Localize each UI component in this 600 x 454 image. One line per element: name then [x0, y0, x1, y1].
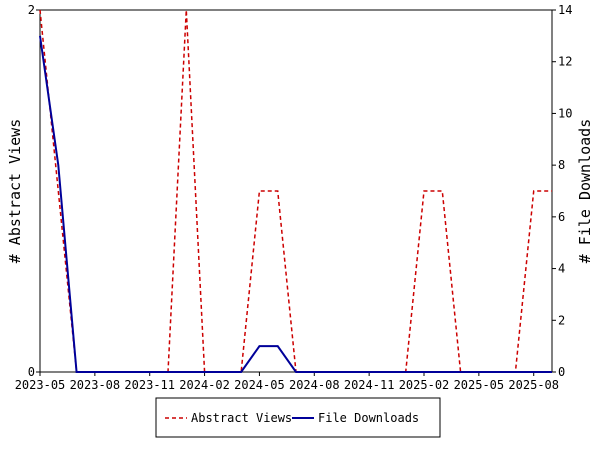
- series-line: [39, 35, 552, 373]
- legend-label: Abstract Views: [191, 411, 292, 425]
- x-tick-label: 2024-11: [344, 378, 395, 392]
- y2-tick-label: 8: [558, 158, 565, 172]
- y2-tick-label: 6: [558, 210, 565, 224]
- x-tick-label: 2024-08: [289, 378, 340, 392]
- y2-axis-label: # File Downloads: [576, 119, 594, 264]
- y2-tick-label: 2: [558, 313, 565, 327]
- y2-tick-label: 4: [558, 262, 565, 276]
- y2-tick-label: 12: [558, 55, 572, 69]
- y2-tick-label: 0: [558, 365, 565, 379]
- plot-frame: [39, 9, 553, 373]
- x-tick-label: 2023-05: [15, 378, 66, 392]
- y2-tick-label: 14: [558, 3, 572, 17]
- legend-label: File Downloads: [318, 411, 419, 425]
- y2-tick-label: 10: [558, 106, 572, 120]
- y-tick-label: 2: [28, 3, 35, 17]
- x-tick-label: 2025-08: [508, 378, 559, 392]
- x-tick-label: 2023-08: [70, 378, 121, 392]
- series-line: [39, 9, 552, 373]
- x-tick-label: 2024-05: [234, 378, 285, 392]
- x-tick-label: 2025-02: [399, 378, 450, 392]
- x-tick-label: 2024-02: [179, 378, 230, 392]
- x-tick-label: 2023-11: [124, 378, 175, 392]
- y-tick-label: 0: [28, 365, 35, 379]
- x-tick-label: 2025-05: [454, 378, 505, 392]
- y-axis-label: # Abstract Views: [6, 119, 24, 264]
